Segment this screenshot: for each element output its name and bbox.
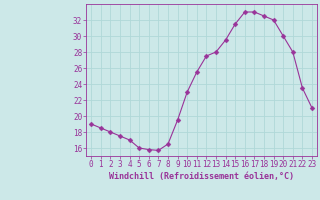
- X-axis label: Windchill (Refroidissement éolien,°C): Windchill (Refroidissement éolien,°C): [109, 172, 294, 181]
